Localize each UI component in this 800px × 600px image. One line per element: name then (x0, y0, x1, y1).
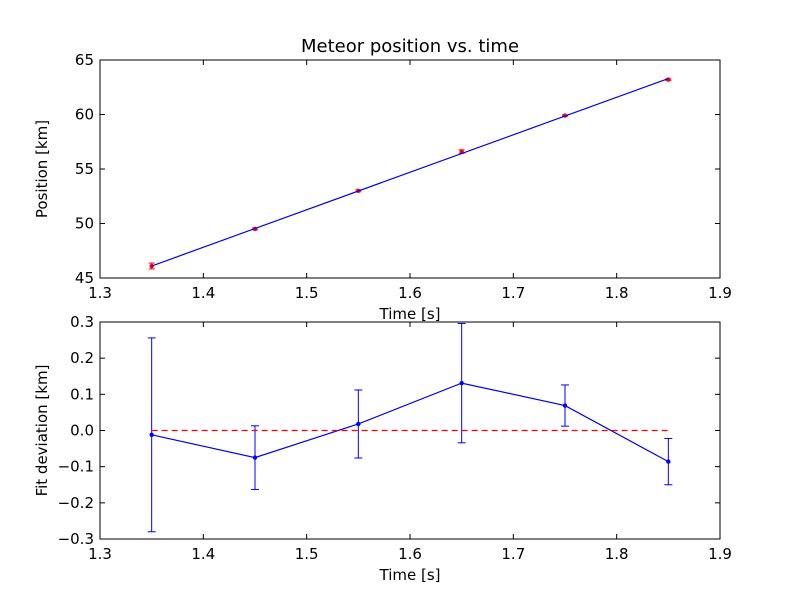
x-tick-label: 1.8 (605, 545, 629, 563)
data-point (562, 403, 568, 408)
series-fit-line (151, 77, 669, 267)
x-tick-label: 1.7 (501, 284, 525, 302)
y-tick-label: −0.3 (58, 530, 94, 548)
y-tick-label: 0.2 (70, 349, 94, 367)
y-axis-label: Fit deviation [km] (33, 365, 51, 497)
x-tick-label: 1.3 (88, 545, 112, 563)
position-plot: 1.3 1.4 1.5 1.6 1.7 1.8 1.9 45 50 55 60 65 Meteor po… (33, 36, 732, 323)
y-tick-label: 65 (75, 51, 94, 69)
y-tick-label: −0.2 (58, 494, 94, 512)
x-tick-label: 1.4 (191, 545, 215, 563)
chart-title: Meteor position vs. time (301, 36, 519, 57)
y-tick-label: −0.1 (58, 458, 94, 476)
data-point (459, 380, 464, 386)
y-tick-label: 0.1 (70, 385, 94, 403)
y-tick-label: 50 (75, 215, 94, 233)
fit-line (151, 77, 669, 267)
deviation-line (151, 382, 669, 463)
x-tick-label: 1.5 (295, 545, 319, 563)
y-tick-label: 0.0 (70, 422, 94, 440)
x-tick-label: 1.4 (191, 284, 215, 302)
y-axis-label: Position [km] (33, 120, 51, 218)
deviation-plot: 1.3 1.4 1.5 1.6 1.7 1.8 1.9 −0.3 −0.2 −0.1 0.0 0.1 0… (33, 313, 732, 584)
data-point (356, 421, 361, 427)
x-tick-label: 1.7 (501, 545, 525, 563)
x-tick-label: 1.9 (708, 545, 732, 563)
x-tick-label: 1.9 (708, 284, 732, 302)
x-tick-label: 1.6 (398, 284, 422, 302)
series-points-with-errorbars (148, 77, 672, 270)
y-tick-label: 0.3 (70, 313, 94, 331)
data-point (666, 459, 671, 464)
data-point (252, 455, 258, 460)
data-point (149, 432, 154, 438)
x-tick-label: 1.3 (88, 284, 112, 302)
series-line-with-errorbars (147, 322, 673, 533)
y-tick-label: 60 (75, 106, 94, 124)
x-axis-label: Time [s] (379, 305, 441, 323)
x-tick-label: 1.5 (295, 284, 319, 302)
x-tick-label: 1.8 (605, 284, 629, 302)
x-axis-label: Time [s] (379, 566, 441, 584)
y-tick-label: 45 (75, 269, 94, 287)
y-tick-label: 55 (75, 160, 94, 178)
x-tick-label: 1.6 (398, 545, 422, 563)
